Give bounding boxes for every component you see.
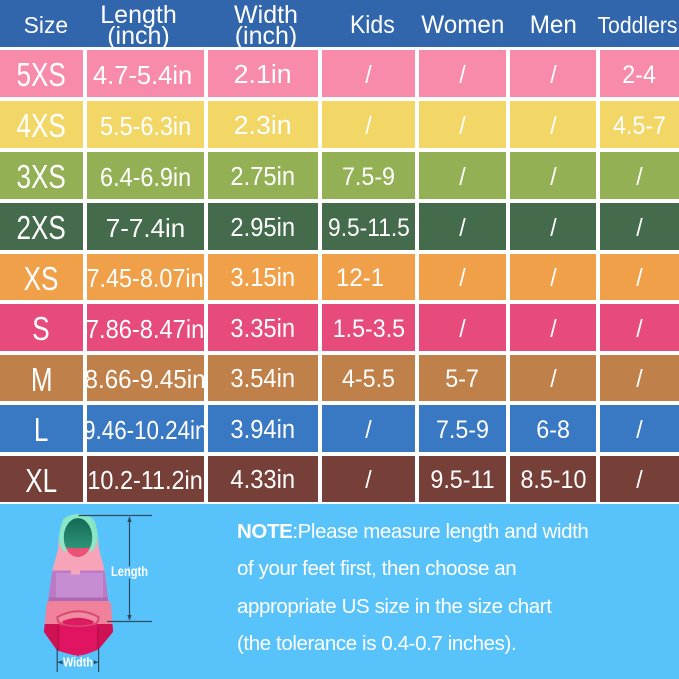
svg-text:Length: Length [111,564,148,579]
svg-text:Width: Width [63,655,93,670]
